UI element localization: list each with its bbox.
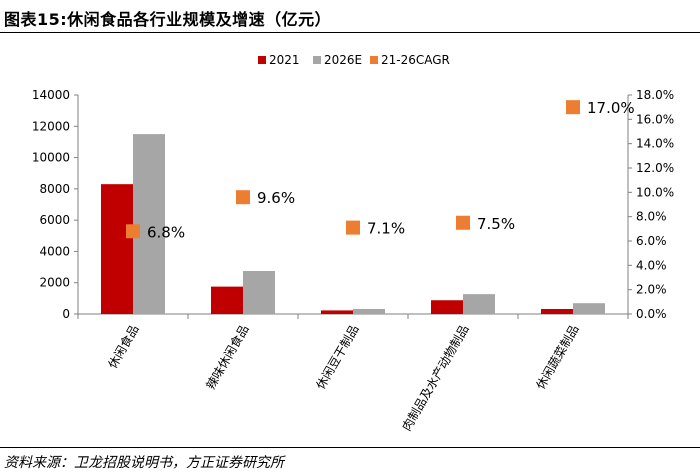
chart-title: 图表15:休闲食品各行业规模及增速（亿元） [4,10,332,29]
y-left-tick-label: 6000 [39,213,70,227]
cagr-label: 7.5% [477,215,515,233]
bar-2026e [573,303,605,314]
bar-2021 [211,286,243,314]
y-right-tick-label: 2.0% [636,283,667,297]
cagr-marker [456,215,470,230]
footer-divider [0,447,700,448]
category-label: 辣味休闲食品 [203,322,252,392]
y-right-tick-label: 10.0% [636,185,674,199]
y-right-tick-label: 14.0% [636,137,674,151]
y-right-tick-label: 4.0% [636,258,667,272]
y-right-tick-label: 12.0% [636,161,674,175]
title-divider [0,32,700,33]
legend-label: 2026E [324,53,362,67]
cagr-marker [346,220,360,235]
legend-swatch-2021 [258,56,266,64]
title-row: 图表15:休闲食品各行业规模及增速（亿元） [0,0,700,34]
cagr-label: 6.8% [147,223,185,241]
cagr-label: 7.1% [367,220,405,238]
y-right-tick-label: 6.0% [636,234,667,248]
y-right-tick-label: 8.0% [636,210,667,224]
legend-swatch-21-26cagr [370,56,378,64]
cagr-marker [236,190,250,205]
bar-2026e [353,308,385,314]
bar-2021 [321,310,353,314]
legend-label: 2021 [269,53,300,67]
cagr-marker [126,224,140,239]
bar-2026e [243,270,275,314]
bar-2021 [101,184,133,314]
category-label: 休闲食品 [105,322,142,371]
y-left-tick-label: 8000 [39,182,70,196]
legend-label: 21-26CAGR [381,53,450,67]
y-left-tick-label: 4000 [39,244,70,258]
y-right-tick-label: 18.0% [636,88,674,102]
y-right-tick-label: 0.0% [636,307,667,321]
category-label: 肉制品及水产动物制品 [399,323,471,434]
y-left-tick-label: 0 [62,307,70,321]
y-left-tick-label: 12000 [32,119,70,133]
category-label: 休闲蔬菜制品 [533,323,581,392]
y-left-tick-label: 10000 [32,151,70,165]
source-note: 资料来源：卫龙招股说明书，方正证券研究所 [4,455,284,471]
y-left-tick-label: 2000 [39,276,70,290]
legend-swatch-2026e [313,56,321,64]
y-right-tick-label: 16.0% [636,112,674,126]
bar-2026e [133,134,165,314]
cagr-label: 9.6% [257,189,295,207]
cagr-label: 17.0% [587,99,635,117]
y-left-tick-label: 14000 [32,88,70,102]
bar-2021 [541,308,573,314]
cagr-marker [566,100,580,115]
bar-2021 [431,300,463,314]
bar-2026e [463,294,495,314]
category-label: 休闲豆干制品 [313,323,361,392]
